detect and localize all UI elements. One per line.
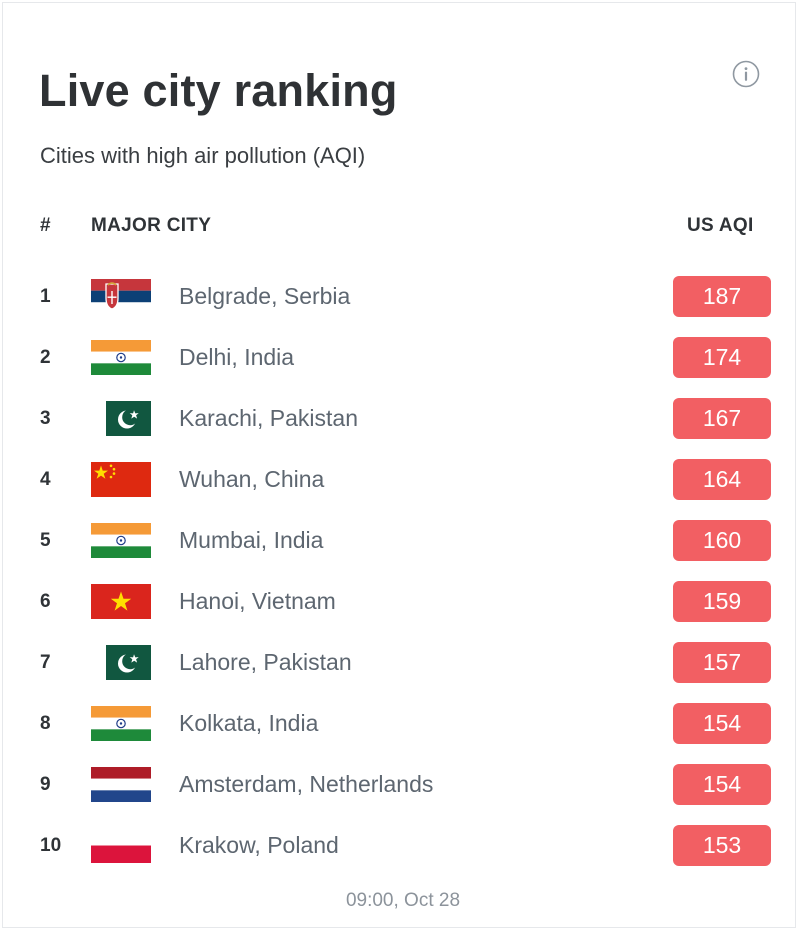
aqi-badge: 153 (673, 825, 771, 866)
rank-number: 10 (40, 835, 62, 856)
table-row[interactable]: 4 Wuhan, China 164 (3, 449, 800, 510)
table-row[interactable]: 8 Kolkata, India 154 (3, 693, 800, 754)
city-name: Krakow, Poland (179, 832, 339, 858)
serbia-flag-icon (91, 279, 151, 314)
aqi-badge: 164 (673, 459, 771, 500)
column-header-city: MAJOR CITY (91, 215, 212, 236)
city-name: Hanoi, Vietnam (179, 588, 336, 614)
city-name: Lahore, Pakistan (179, 649, 352, 675)
table-row[interactable]: 6 Hanoi, Vietnam 159 (3, 571, 800, 632)
india-flag-icon (91, 523, 151, 558)
column-header-rank: # (40, 215, 51, 236)
aqi-badge: 154 (673, 703, 771, 744)
poland-flag-icon (91, 828, 151, 863)
ranking-list: 1 Belgrade, Serbia 187 2 (3, 266, 800, 876)
city-name: Wuhan, China (179, 466, 325, 492)
city-name: Delhi, India (179, 344, 295, 370)
table-row[interactable]: 5 Mumbai, India 160 (3, 510, 800, 571)
city-name: Belgrade, Serbia (179, 283, 351, 309)
table-row[interactable]: 1 Belgrade, Serbia 187 (3, 266, 800, 327)
city-name: Mumbai, India (179, 527, 324, 553)
aqi-badge: 154 (673, 764, 771, 805)
info-icon[interactable] (732, 60, 760, 88)
rank-number: 8 (40, 713, 51, 734)
india-flag-icon (91, 340, 151, 375)
rank-number: 7 (40, 652, 51, 673)
city-name: Amsterdam, Netherlands (179, 771, 434, 797)
city-name: Kolkata, India (179, 710, 319, 736)
table-row[interactable]: 9 Amsterdam, Netherlands 154 (3, 754, 800, 815)
aqi-badge: 159 (673, 581, 771, 622)
city-name: Karachi, Pakistan (179, 405, 358, 431)
aqi-badge: 157 (673, 642, 771, 683)
table-row[interactable]: 2 Delhi, India 174 (3, 327, 800, 388)
rank-number: 5 (40, 530, 51, 551)
page-title: Live city ranking (39, 65, 398, 116)
rank-number: 9 (40, 774, 51, 795)
table-row[interactable]: 10 Krakow, Poland 153 (3, 815, 800, 876)
rank-number: 2 (40, 347, 51, 368)
rank-number: 1 (40, 286, 51, 307)
aqi-badge: 160 (673, 520, 771, 561)
aqi-badge: 174 (673, 337, 771, 378)
pakistan-flag-icon (91, 645, 151, 680)
table-row[interactable]: 3 Karachi, Pakistan 167 (3, 388, 800, 449)
china-flag-icon (91, 462, 151, 497)
rank-number: 4 (40, 469, 51, 490)
table-row[interactable]: 7 Lahore, Pakistan 157 (3, 632, 800, 693)
rank-number: 6 (40, 591, 51, 612)
india-flag-icon (91, 706, 151, 741)
page-subtitle: Cities with high air pollution (AQI) (40, 143, 366, 168)
rank-number: 3 (40, 408, 51, 429)
netherlands-flag-icon (91, 767, 151, 802)
aqi-badge: 167 (673, 398, 771, 439)
vietnam-flag-icon (91, 584, 151, 619)
pakistan-flag-icon (91, 401, 151, 436)
last-updated-timestamp: 09:00, Oct 28 (345, 890, 461, 911)
aqi-badge: 187 (673, 276, 771, 317)
column-header-aqi: US AQI (687, 215, 754, 236)
